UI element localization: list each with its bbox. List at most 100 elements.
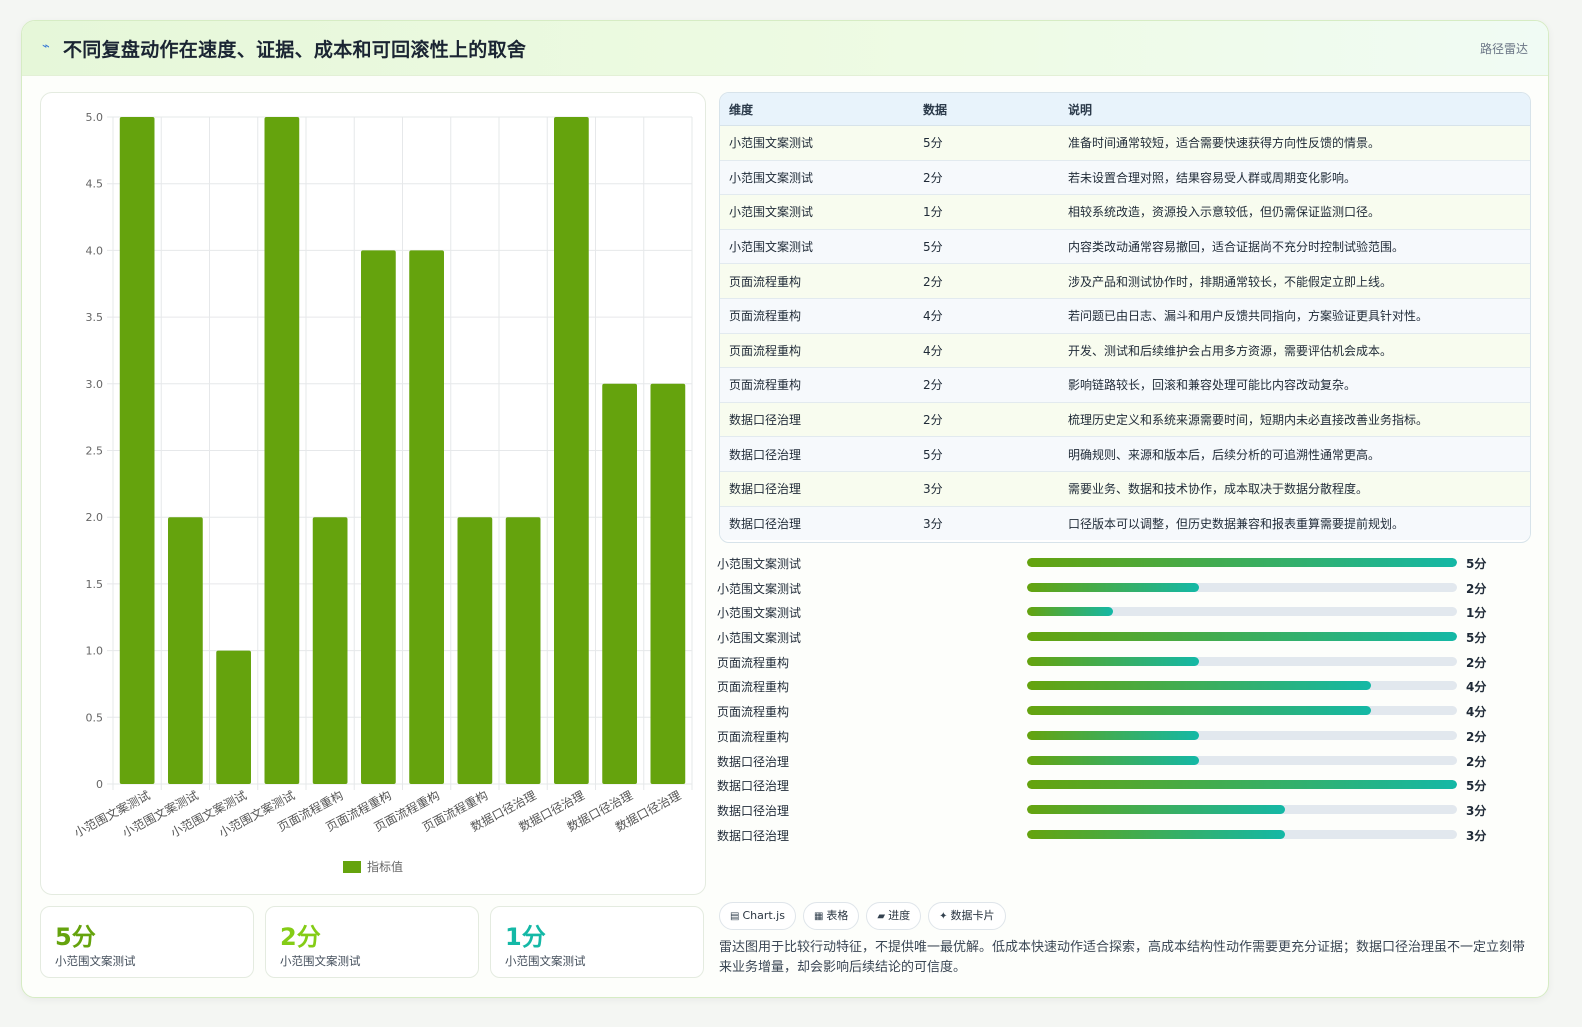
y-tick-label: 1.5	[86, 578, 104, 591]
value-cell: 1分	[914, 194, 1059, 230]
bar	[602, 383, 637, 784]
data-table: 维度 数据 说明 小范围文案测试 5分 准备时间通常较短，适合需要快速获得方向性反馈…	[719, 92, 1531, 543]
dimension-cell: 小范围文案测试	[720, 229, 914, 265]
progress-track	[1027, 607, 1457, 617]
value-cell: 2分	[914, 402, 1059, 438]
tag-label: 进度	[888, 909, 911, 922]
y-tick-label: 3.0	[86, 378, 104, 391]
progress-track	[1027, 804, 1457, 814]
progress-label: 数据口径治理	[717, 779, 790, 794]
dimension-cell: 小范围文案测试	[720, 194, 914, 230]
y-tick-label: 2.5	[86, 445, 104, 458]
progress-row: 页面流程重构 4分	[717, 674, 1517, 699]
progress-icon: ▰	[877, 911, 886, 922]
progress-label: 小范围文案测试	[717, 606, 802, 621]
progress-row: 数据口径治理 2分	[717, 749, 1517, 774]
column-header: 数据	[914, 93, 1059, 126]
progress-fill	[1027, 829, 1285, 839]
description-cell: 涉及产品和测试协作时，排期通常较长，不能假定立即上线。	[1059, 263, 1530, 299]
stat-value: 1分	[505, 923, 546, 951]
table-row: 页面流程重构 2分 影响链路较长，回滚和兼容处理可能比内容改动复杂。	[720, 367, 1530, 403]
tag-label: Chart.js	[742, 909, 785, 922]
card-header: ⌁ 不同复盘动作在速度、证据、成本和可回滚性上的取舍 路径雷达	[22, 21, 1548, 76]
dimension-cell: 数据口径治理	[720, 436, 914, 472]
stat-label: 小范围文案测试	[280, 954, 361, 968]
card-icon: ✦	[939, 911, 948, 922]
bar	[554, 117, 589, 784]
progress-row: 小范围文案测试 2分	[717, 576, 1517, 601]
tag-table: ▦ 表格	[802, 902, 860, 930]
footnote: 雷达图用于比较行动特征，不提供唯一最优解。低成本快速动作适合探索，高成本结构性动…	[719, 940, 1526, 975]
y-tick-label: 5.0	[86, 111, 104, 124]
table-row: 小范围文案测试 5分 内容类改动通常容易撤回，适合证据尚不充分时控制试验范围。	[720, 229, 1530, 265]
progress-track	[1027, 656, 1457, 666]
value-cell: 2分	[914, 367, 1059, 403]
description-cell: 相较系统改造，资源投入示意较低，但仍需保证监测口径。	[1059, 194, 1530, 230]
value-cell: 2分	[914, 263, 1059, 299]
progress-fill	[1027, 558, 1457, 567]
description-cell: 影响链路较长，回滚和兼容处理可能比内容改动复杂。	[1059, 367, 1530, 403]
dimension-cell: 数据口径治理	[720, 402, 914, 438]
bar	[119, 117, 155, 784]
progress-label: 数据口径治理	[717, 803, 790, 818]
progress-label: 页面流程重构	[717, 680, 790, 695]
progress-fill	[1027, 755, 1199, 765]
table-row: 数据口径治理 3分 口径版本可以调整，但历史数据兼容和报表重算需要提前规划。	[720, 506, 1530, 541]
progress-track	[1027, 780, 1457, 790]
progress-row: 页面流程重构 4分	[717, 699, 1517, 724]
progress-fill	[1027, 656, 1199, 666]
bar-chart-panel: 0 0.5 1.0 1.5 2.0 2.5 3.0 3.5 4.0 4.5 5.0 小范围文案测试 小范…	[40, 92, 706, 895]
progress-fill	[1027, 632, 1457, 642]
tag-card: ✦ 数据卡片	[928, 902, 1006, 930]
description-cell: 口径版本可以调整，但历史数据兼容和报表重算需要提前规划。	[1059, 506, 1530, 541]
progress-label: 页面流程重构	[717, 705, 790, 720]
progress-value: 5分	[1466, 631, 1487, 646]
y-tick-label: 4.0	[86, 244, 104, 257]
dimension-cell: 小范围文案测试	[720, 160, 914, 196]
dimension-cell: 页面流程重构	[720, 333, 914, 369]
table-row: 数据口径治理 5分 明确规则、来源和版本后，后续分析的可追溯性通常更高。	[720, 436, 1530, 472]
value-cell: 5分	[914, 125, 1059, 161]
value-cell: 4分	[914, 298, 1059, 334]
progress-track	[1027, 558, 1457, 567]
progress-row: 数据口径治理 5分	[717, 773, 1517, 798]
progress-row: 数据口径治理 3分	[717, 798, 1517, 823]
bar	[457, 517, 493, 784]
description-cell: 若问题已由日志、漏斗和用户反馈共同指向，方案验证更具针对性。	[1059, 298, 1530, 334]
description-cell: 开发、测试和后续维护会占用多方资源，需要评估机会成本。	[1059, 333, 1530, 369]
table-row: 页面流程重构 4分 若问题已由日志、漏斗和用户反馈共同指向，方案验证更具针对性。	[720, 298, 1530, 334]
progress-row: 小范围文案测试 1分	[717, 600, 1517, 625]
progress-value: 3分	[1466, 803, 1487, 818]
bar	[505, 517, 541, 784]
table-row: 数据口径治理 3分 需要业务、数据和技术协作，成本取决于数据分散程度。	[720, 471, 1530, 507]
progress-track	[1027, 730, 1457, 740]
header-tag: 路径雷达	[1479, 42, 1528, 56]
tag-label: 数据卡片	[950, 909, 995, 922]
y-tick-label: 4.5	[86, 178, 104, 191]
y-tick-label: 0	[96, 778, 103, 791]
dimension-cell: 小范围文案测试	[720, 125, 914, 161]
table-row: 小范围文案测试 2分 若未设置合理对照，结果容易受人群或周期变化影响。	[720, 160, 1530, 196]
bar	[216, 650, 251, 784]
progress-label: 小范围文案测试	[717, 631, 802, 646]
description-cell: 需要业务、数据和技术协作，成本取决于数据分散程度。	[1059, 471, 1530, 507]
page-title: 不同复盘动作在速度、证据、成本和可回滚性上的取舍	[63, 39, 527, 61]
progress-row: 数据口径治理 3分	[717, 823, 1517, 848]
stat-card-2: 2分 小范围文案测试	[265, 906, 479, 978]
progress-value: 4分	[1466, 705, 1487, 720]
table-row: 页面流程重构 4分 开发、测试和后续维护会占用多方资源，需要评估机会成本。	[720, 333, 1530, 369]
description-cell: 梳理历史定义和系统来源需要时间，短期内未必直接改善业务指标。	[1059, 402, 1530, 438]
progress-value: 2分	[1466, 581, 1487, 596]
y-tick-label: 1.0	[86, 645, 104, 658]
bar	[361, 250, 396, 784]
progress-fill	[1027, 780, 1457, 790]
table-header-row: 维度 数据 说明	[720, 93, 1530, 126]
legend-label: 指标值	[367, 859, 403, 874]
progress-label: 小范围文案测试	[717, 581, 802, 596]
progress-label: 页面流程重构	[717, 729, 790, 744]
progress-list: 小范围文案测试 5分 小范围文案测试 2分 小范围文案测试 1分 小范围文案测试 5分 页面流程…	[717, 551, 1517, 847]
stat-value: 5分	[55, 923, 96, 951]
progress-row: 小范围文案测试 5分	[717, 551, 1517, 576]
stat-value: 2分	[280, 923, 321, 951]
progress-track	[1027, 829, 1457, 839]
